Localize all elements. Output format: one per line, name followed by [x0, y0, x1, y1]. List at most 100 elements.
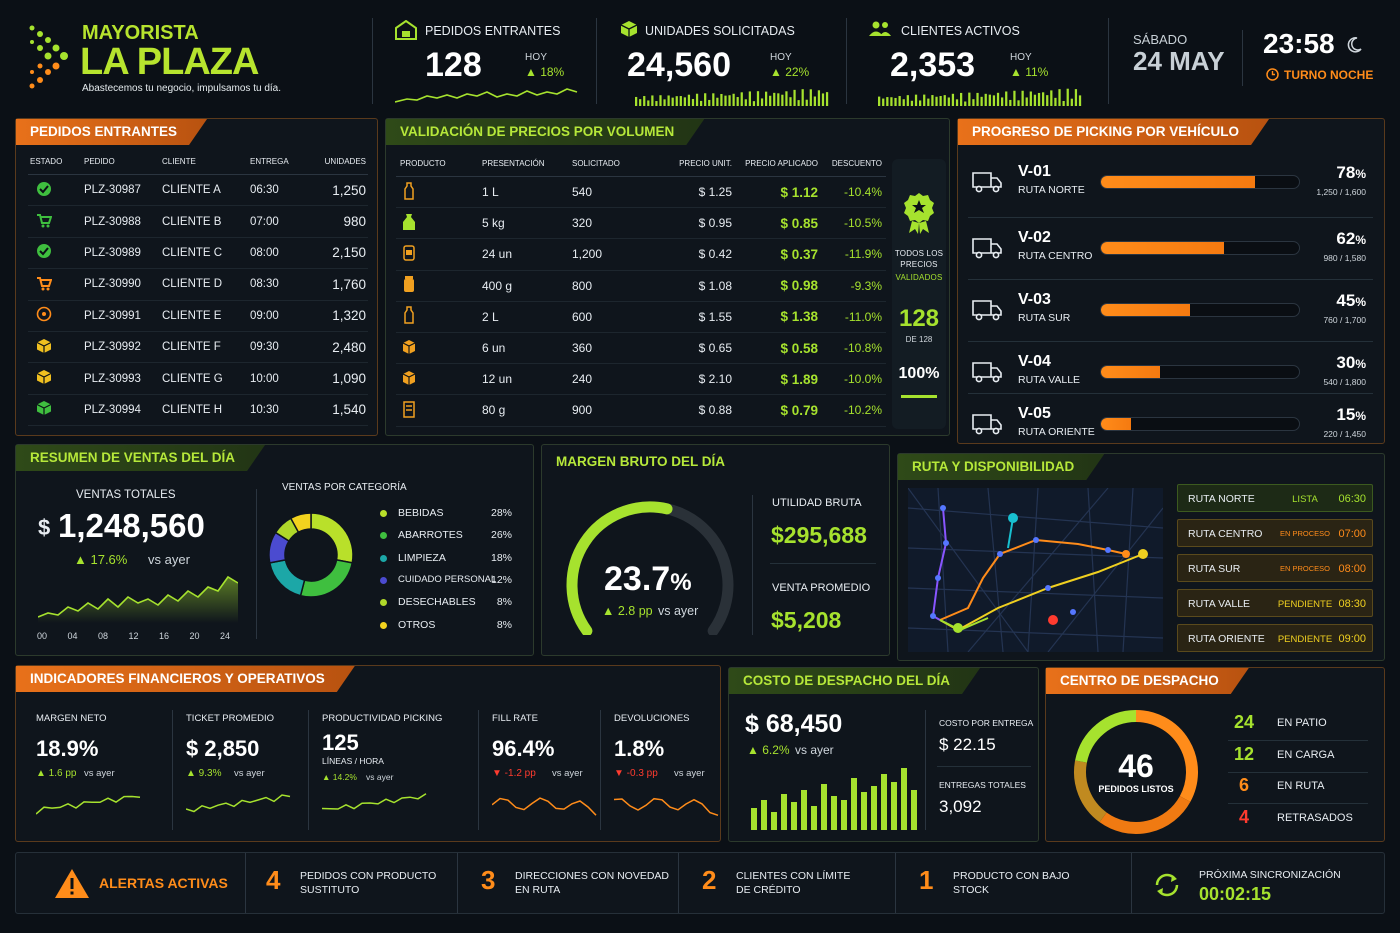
indicator-card[interactable]: DEVOLUCIONES 1.8% ▼ -0.3 pp vs ayer: [614, 710, 720, 830]
mini-bar: [1066, 88, 1069, 106]
mini-bar: [906, 95, 909, 106]
table-row[interactable]: PLZ-30991 CLIENTE E 09:00 1,320: [28, 300, 368, 332]
mini-bar: [927, 98, 930, 106]
table-row[interactable]: 6 un 360 $ 0.65 $ 0.58 -10.8%: [396, 332, 886, 364]
route-status-row[interactable]: RUTA SUR EN PROCESO 08:00: [1177, 554, 1373, 582]
unit-price: $ 0.88: [698, 403, 732, 418]
dispatch-count: 46: [1118, 748, 1154, 784]
table-row[interactable]: PLZ-30992 CLIENTE F 09:30 2,480: [28, 331, 368, 363]
table-row[interactable]: 12 un 240 $ 2.10 $ 1.89 -10.0%: [396, 364, 886, 395]
vehicle-id: V-03: [1018, 291, 1051, 308]
picking-row[interactable]: V-05 RUTA ORIENTE 15% 220 / 1,450: [958, 399, 1384, 459]
alerts-title: ALERTAS ACTIVAS: [99, 875, 228, 891]
avg-label: VENTA PROMEDIO: [772, 582, 871, 594]
validation-line2: PRECIOS: [900, 260, 938, 269]
mini-bar: [728, 95, 731, 106]
table-row[interactable]: PLZ-30989 CLIENTE C 08:00 2,150: [28, 237, 368, 269]
mini-bar: [675, 96, 678, 106]
ring-segment: [1075, 710, 1137, 763]
unit-price: $ 2.10: [698, 372, 732, 387]
cost-bar: [761, 800, 767, 830]
discount: -11.9%: [844, 247, 882, 262]
cost-bar: [831, 796, 837, 830]
mini-bar: [1029, 91, 1032, 106]
indicator-card[interactable]: PRODUCTIVIDAD PICKING 125 LÍNEAS / HORA ▲ 1…: [322, 710, 482, 830]
alert-item[interactable]: 4 PEDIDOS CON PRODUCTO SUSTITUTO: [266, 853, 466, 913]
table-row[interactable]: 80 g 900 $ 0.88 $ 0.79 -10.2%: [396, 395, 886, 426]
date-day: SÁBADO: [1133, 32, 1188, 47]
orders-panel: PEDIDOS ENTRANTES ESTADO PEDIDO CLIENTE ENT…: [15, 118, 378, 436]
presentation: 2 L: [482, 309, 499, 324]
client-name: CLIENTE B: [162, 215, 222, 228]
table-row[interactable]: PLZ-30987 CLIENTE A 06:30 1,250: [28, 175, 368, 206]
delivery-time: 06:30: [250, 184, 279, 197]
indicator-label: TICKET PROMEDIO: [186, 713, 274, 724]
legend-dot: [380, 621, 387, 629]
status-cell: [28, 237, 82, 268]
mini-bar: [817, 90, 821, 106]
shift-label: TURNO NOCHE: [1284, 68, 1374, 82]
table-row[interactable]: PLZ-30990 CLIENTE D 08:30 1,760: [28, 269, 368, 301]
indicator-delta: ▲ 1.6 pp: [36, 768, 77, 779]
margin-title: MARGEN BRUTO DEL DÍA: [556, 454, 726, 469]
route-status: PENDIENTE: [1277, 599, 1333, 610]
route-status-row[interactable]: RUTA CENTRO EN PROCESO 07:00: [1177, 519, 1373, 547]
alert-text-line2: DE CRÉDITO: [736, 884, 801, 896]
mini-bar: [1009, 99, 1012, 106]
picking-row[interactable]: V-01 RUTA NORTE 78% 1,250 / 1,600: [958, 157, 1384, 218]
table-row[interactable]: 2 L 600 $ 1.55 $ 1.38 -11.0%: [396, 301, 886, 333]
discount: -10.5%: [843, 216, 882, 231]
units-count: 980: [343, 214, 366, 230]
per-delivery-label: COSTO POR ENTREGA: [939, 718, 1034, 728]
sync-time: 00:02:15: [1199, 884, 1272, 904]
sync-label: PRÓXIMA SINCRONIZACIÓN: [1199, 869, 1341, 881]
alert-item[interactable]: 2 CLIENTES CON LÍMITE DE CRÉDITO: [702, 853, 902, 913]
orders-header-cell: ESTADO: [28, 153, 82, 175]
hour-tick: 16: [158, 631, 169, 641]
picking-row[interactable]: V-04 RUTA VALLE 30% 540 / 1,800: [958, 347, 1384, 407]
indicator-delta: ▼ -0.3 pp: [614, 768, 658, 779]
client-name: CLIENTE C: [162, 246, 223, 259]
mini-bar: [1033, 94, 1037, 106]
indicator-card[interactable]: TICKET PROMEDIO $ 2,850 ▲ 9.3% vs ayer: [186, 710, 312, 830]
box-icon: [402, 370, 416, 385]
alert-item[interactable]: 1 PRODUCTO CON BAJO STOCK: [919, 863, 1119, 903]
route-status-row[interactable]: RUTA VALLE PENDIENTE 08:30: [1177, 589, 1373, 617]
picking-row[interactable]: V-02 RUTA CENTRO 62% 980 / 1,580: [958, 223, 1384, 283]
table-row[interactable]: PLZ-30988 CLIENTE B 07:00 980: [28, 206, 368, 238]
route-status-row[interactable]: RUTA ORIENTE PENDIENTE 09:00: [1177, 624, 1373, 652]
table-row[interactable]: 1 L 540 $ 1.25 $ 1.12 -10.4%: [396, 177, 886, 208]
per-delivery-value: $ 22.15: [939, 735, 996, 754]
box-green-icon: [36, 401, 52, 416]
alert-item[interactable]: 3 DIRECCIONES CON NOVEDAD EN RUTA: [481, 853, 681, 913]
indicator-card[interactable]: MARGEN NETO 18.9% ▲ 1.6 pp vs ayer: [36, 710, 173, 830]
cost-bar: [841, 800, 847, 830]
margin-pct-sign: %: [670, 569, 692, 596]
mini-bar: [1074, 89, 1078, 106]
box-yellow-icon: [36, 370, 52, 385]
indicator-delta-suffix: vs ayer: [366, 772, 394, 782]
vehicle-route: RUTA ORIENTE: [1018, 426, 1095, 438]
table-row[interactable]: 5 kg 320 $ 0.95 $ 0.85 -10.5%: [396, 208, 886, 239]
routes-panel: RUTA Y DISPONIBILIDAD RUTA NORTE LISTA 06:…: [897, 453, 1385, 661]
product-cell: [396, 364, 478, 395]
prices-header-cell: PRECIO UNIT.: [654, 157, 736, 177]
discount: -10.2%: [843, 403, 882, 418]
indicator-card[interactable]: FILL RATE 96.4% ▼ -1.2 pp vs ayer: [492, 710, 602, 830]
route-status-row[interactable]: RUTA NORTE LISTA 06:30: [1177, 484, 1373, 512]
route-map[interactable]: [908, 488, 1163, 652]
requested-qty: 320: [572, 216, 593, 231]
cost-bar: [771, 812, 777, 830]
table-row[interactable]: PLZ-30993 CLIENTE G 10:00 1,090: [28, 363, 368, 395]
alert-count: 2: [702, 865, 717, 895]
table-row[interactable]: PLZ-30994 CLIENTE H 10:30 1,540: [28, 394, 368, 426]
indicator-value: 96.4%: [492, 736, 555, 761]
mini-bar: [1017, 100, 1020, 106]
table-row[interactable]: 400 g 800 $ 1.08 $ 0.98 -9.3%: [396, 270, 886, 302]
table-row[interactable]: 24 un 1,200 $ 0.42 $ 0.37 -11.9%: [396, 239, 886, 271]
picking-row[interactable]: V-03 RUTA SUR 45% 760 / 1,700: [958, 285, 1384, 345]
margin-delta-suffix: vs ayer: [658, 604, 699, 618]
prices-header-cell: PRESENTACIÓN: [478, 157, 568, 177]
mini-bar: [740, 92, 743, 106]
legend-dot: [380, 532, 387, 540]
